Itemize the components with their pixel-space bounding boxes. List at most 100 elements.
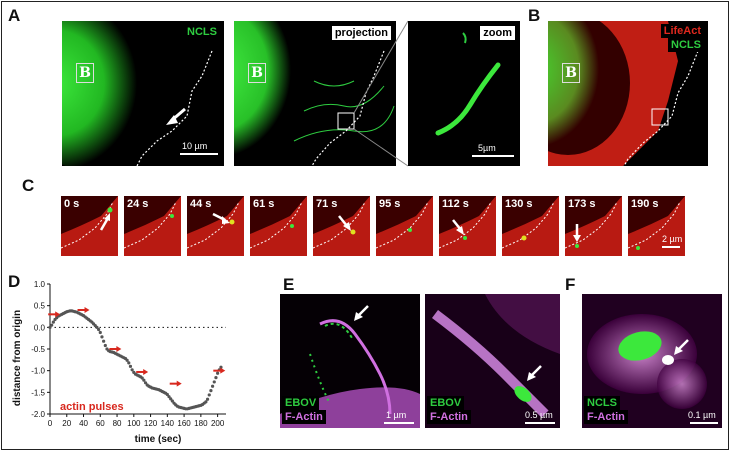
frame-time-label: 71 s	[316, 198, 338, 210]
scalebar	[472, 155, 514, 157]
frame-micrograph	[439, 196, 496, 256]
x-tick-label: 80	[113, 419, 122, 428]
data-point	[214, 376, 218, 380]
data-point	[128, 364, 133, 368]
data-point	[48, 325, 52, 329]
x-tick-label: 100	[127, 419, 141, 428]
ebov-label: EBOV	[427, 396, 465, 410]
f-actin-label: F-Actin	[427, 410, 471, 424]
frame-time-label: 173 s	[568, 198, 596, 210]
scalebar-label: 10 µm	[182, 141, 208, 151]
time-frame: 130 s	[502, 196, 559, 256]
merge-micrograph	[548, 21, 708, 166]
data-point	[51, 320, 55, 324]
panel-letter-d: D	[8, 272, 21, 291]
x-tick-label: 120	[144, 419, 158, 428]
y-tick-label: 1.0	[34, 280, 46, 289]
projection-micrograph	[234, 21, 396, 166]
panel-letter-e: E	[283, 275, 295, 294]
x-tick-label: 0	[48, 419, 53, 428]
ebov-label: EBOV	[282, 396, 320, 410]
frame-time-label: 61 s	[253, 198, 275, 210]
scalebar	[180, 153, 218, 155]
x-tick-label: 200	[211, 419, 225, 428]
panel-a-zoom-image: zoom 5µm	[408, 21, 520, 166]
f-actin-label: F-Actin	[584, 410, 628, 424]
frame-micrograph	[250, 196, 307, 256]
pulse-arrowhead	[143, 368, 149, 375]
data-point	[165, 392, 169, 397]
data-point	[212, 380, 216, 384]
pulse-arrowhead	[220, 367, 226, 374]
frame-micrograph	[376, 196, 433, 256]
frame-time-label: 95 s	[379, 198, 401, 210]
x-axis-label: time (sec)	[135, 434, 182, 445]
x-tick-label: 180	[194, 419, 208, 428]
data-point	[95, 325, 99, 329]
x-tick-label: 40	[79, 419, 88, 428]
ncls-label: NCLS	[584, 396, 620, 410]
data-point	[130, 368, 134, 372]
panel-f-ncls-image: NCLS F-Actin 0.1 µm	[582, 294, 722, 428]
time-frame: 0 s	[61, 196, 118, 256]
pulse-arrowhead	[116, 346, 122, 352]
frame-micrograph	[628, 196, 685, 256]
y-tick-label: -1.5	[31, 388, 45, 397]
frame-time-label: 44 s	[190, 198, 212, 210]
scalebar-label: 0.5 µm	[525, 410, 553, 420]
b-region-mark: B	[562, 63, 580, 83]
scalebar	[690, 422, 718, 424]
y-tick-label: -1.0	[31, 367, 45, 376]
data-point	[125, 358, 129, 362]
data-point	[127, 361, 131, 365]
frame-micrograph	[187, 196, 244, 256]
data-point	[50, 323, 54, 327]
panel-a-projection-image: projection B	[234, 21, 396, 166]
frame-micrograph	[61, 196, 118, 256]
x-tick-label: 140	[161, 419, 175, 428]
ncls-label: NCLS	[668, 38, 704, 52]
ncls-micrograph	[62, 21, 224, 166]
pulse-arrowhead	[55, 311, 61, 318]
frame-micrograph	[313, 196, 370, 256]
scalebar-label: 5µm	[478, 143, 496, 153]
time-frame: 173 s	[565, 196, 622, 256]
panel-e-ebov-image-1: EBOV F-Actin 1 µm	[280, 294, 420, 428]
distance-time-chart: distance from origin time (sec) actin pu…	[12, 280, 226, 445]
data-point	[97, 327, 101, 332]
frame-micrograph	[124, 196, 181, 256]
frame-time-label: 0 s	[64, 198, 80, 210]
projection-label: projection	[330, 25, 392, 41]
actin-pulses-annotation: actin pulses	[60, 401, 124, 413]
frame-micrograph	[565, 196, 622, 256]
panel-letter-a: A	[8, 6, 21, 25]
data-point	[98, 330, 102, 335]
time-frame: 95 s	[376, 196, 433, 256]
frame-time-label: 24 s	[127, 198, 149, 210]
panel-a-ncls-image: NCLS B 10 µm	[62, 21, 224, 166]
y-tick-label: -0.5	[31, 345, 45, 354]
data-point	[169, 397, 173, 401]
data-point	[170, 399, 174, 403]
lifeact-label: LifeAct	[660, 24, 704, 38]
x-tick-label: 160	[177, 419, 191, 428]
data-point	[140, 376, 144, 380]
y-tick-label: 0.0	[34, 323, 46, 332]
data-point	[102, 339, 106, 343]
frame-time-label: 190 s	[631, 198, 659, 210]
panel-letter-c: C	[22, 176, 35, 195]
zoom-label: zoom	[479, 25, 516, 41]
scalebar-label: 1 µm	[386, 410, 407, 420]
data-point	[103, 343, 107, 348]
data-point	[207, 393, 211, 397]
panel-b-merge-image: LifeAct NCLS B	[548, 21, 708, 166]
panel-letter-f: F	[565, 275, 576, 294]
frame-time-label: 130 s	[505, 198, 533, 210]
data-point	[142, 378, 146, 382]
time-frame: 24 s	[124, 196, 181, 256]
b-region-mark: B	[76, 63, 94, 83]
x-tick-label: 60	[96, 419, 105, 428]
scalebar-label: 0.1 µm	[688, 410, 716, 420]
data-point	[204, 400, 208, 404]
time-frame: 61 s	[250, 196, 307, 256]
